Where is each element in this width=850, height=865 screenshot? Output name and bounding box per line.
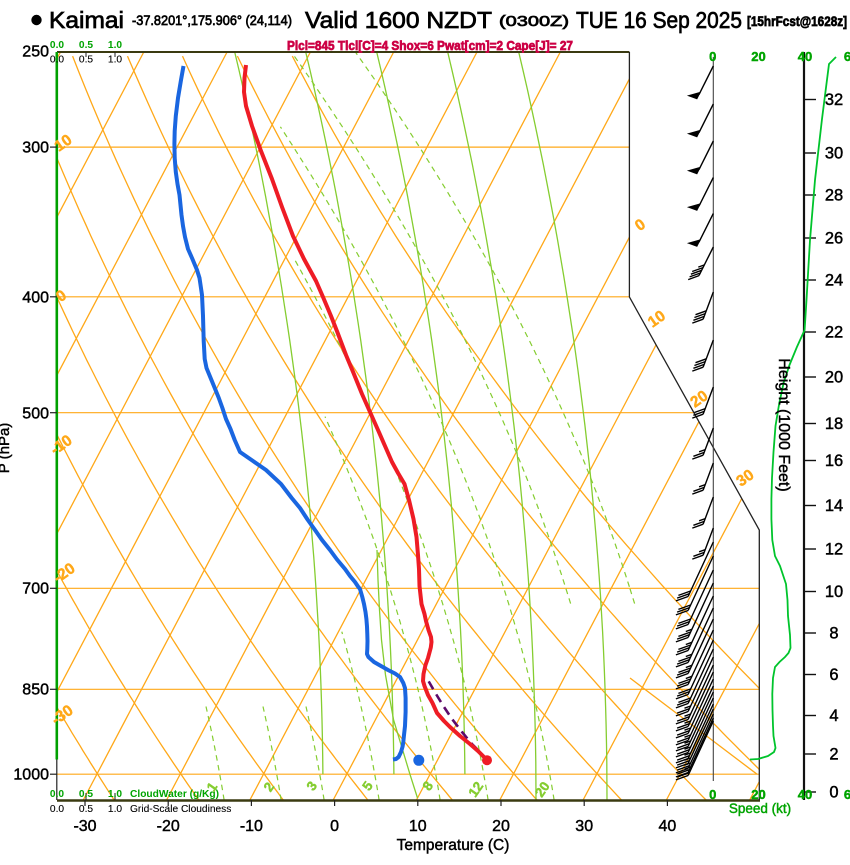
svg-text:0.5: 0.5: [79, 789, 93, 800]
svg-text:TUE 16 Sep 2025: TUE 16 Sep 2025: [576, 7, 742, 33]
svg-text:0.0: 0.0: [50, 804, 64, 815]
svg-text:Height (1000 Feet): Height (1000 Feet): [775, 358, 792, 491]
svg-text:18: 18: [825, 415, 843, 433]
svg-text:400: 400: [22, 290, 49, 307]
svg-text:10: 10: [409, 818, 427, 835]
svg-text:20: 20: [751, 49, 765, 64]
svg-text:250: 250: [22, 44, 49, 61]
svg-text:Grid-Scale Cloudiness: Grid-Scale Cloudiness: [130, 804, 231, 815]
svg-text:24: 24: [825, 272, 843, 290]
svg-text:Plcl=845 Tlcl[C]=4 Shox=6 Pwat: Plcl=845 Tlcl[C]=4 Shox=6 Pwat[cm]=2 Cap…: [287, 38, 573, 53]
svg-text:14: 14: [825, 497, 843, 515]
svg-text:(0300Z): (0300Z): [499, 14, 569, 30]
svg-text:0: 0: [829, 784, 838, 802]
svg-text:30: 30: [825, 145, 843, 163]
svg-text:Speed (kt): Speed (kt): [729, 801, 791, 816]
svg-text:20: 20: [751, 787, 765, 802]
svg-text:P (hPa): P (hPa): [0, 423, 13, 474]
svg-text:28: 28: [825, 187, 843, 205]
svg-text:10: 10: [825, 583, 843, 601]
svg-text:26: 26: [825, 230, 843, 248]
svg-text:20: 20: [532, 779, 553, 800]
svg-text:0.5: 0.5: [79, 804, 93, 815]
svg-text:0.5: 0.5: [79, 40, 93, 51]
svg-text:30: 30: [575, 818, 593, 835]
svg-text:40: 40: [798, 787, 812, 802]
svg-text:-30: -30: [73, 818, 96, 835]
svg-text:Valid 1600 NZDT: Valid 1600 NZDT: [305, 7, 492, 33]
svg-text:700: 700: [22, 581, 49, 598]
svg-text:6: 6: [829, 666, 838, 684]
svg-text:16: 16: [825, 452, 843, 470]
svg-text:1.0: 1.0: [108, 40, 122, 51]
svg-text:CloudWater (g/Kg): CloudWater (g/Kg): [130, 789, 219, 800]
svg-text:40: 40: [798, 49, 812, 64]
svg-text:[15hrFcst@1628z]: [15hrFcst@1628z]: [747, 14, 847, 29]
svg-text:Temperature (C): Temperature (C): [397, 837, 510, 854]
svg-text:22: 22: [825, 324, 843, 342]
svg-text:2: 2: [829, 746, 838, 764]
svg-text:32: 32: [825, 91, 843, 109]
svg-text:1.0: 1.0: [108, 789, 122, 800]
svg-text:0.5: 0.5: [79, 55, 93, 66]
svg-text:Kaimai: Kaimai: [49, 7, 124, 33]
svg-text:6: 6: [844, 49, 850, 64]
svg-text:1.0: 1.0: [108, 804, 122, 815]
svg-text:12: 12: [465, 779, 486, 800]
svg-text:0.0: 0.0: [50, 40, 64, 51]
svg-text:0.0: 0.0: [50, 55, 64, 66]
svg-text:4: 4: [829, 707, 838, 725]
svg-text:20: 20: [492, 818, 510, 835]
svg-text:20: 20: [825, 369, 843, 387]
svg-text:-10: -10: [240, 818, 263, 835]
svg-text:850: 850: [22, 682, 49, 699]
svg-text:-20: -20: [157, 818, 180, 835]
svg-text:0: 0: [709, 787, 716, 802]
svg-text:500: 500: [22, 406, 49, 423]
svg-text:12: 12: [825, 541, 843, 559]
svg-text:0: 0: [709, 49, 716, 64]
svg-text:40: 40: [659, 818, 677, 835]
svg-text:1.0: 1.0: [108, 55, 122, 66]
svg-text:8: 8: [829, 625, 838, 643]
svg-text:1000: 1000: [13, 767, 49, 784]
svg-text:6: 6: [844, 787, 850, 802]
svg-text:0: 0: [330, 818, 339, 835]
svg-text:300: 300: [22, 140, 49, 157]
svg-text:0.0: 0.0: [50, 789, 64, 800]
svg-text:-37.8201°,175.906° (24,114): -37.8201°,175.906° (24,114): [132, 13, 292, 28]
